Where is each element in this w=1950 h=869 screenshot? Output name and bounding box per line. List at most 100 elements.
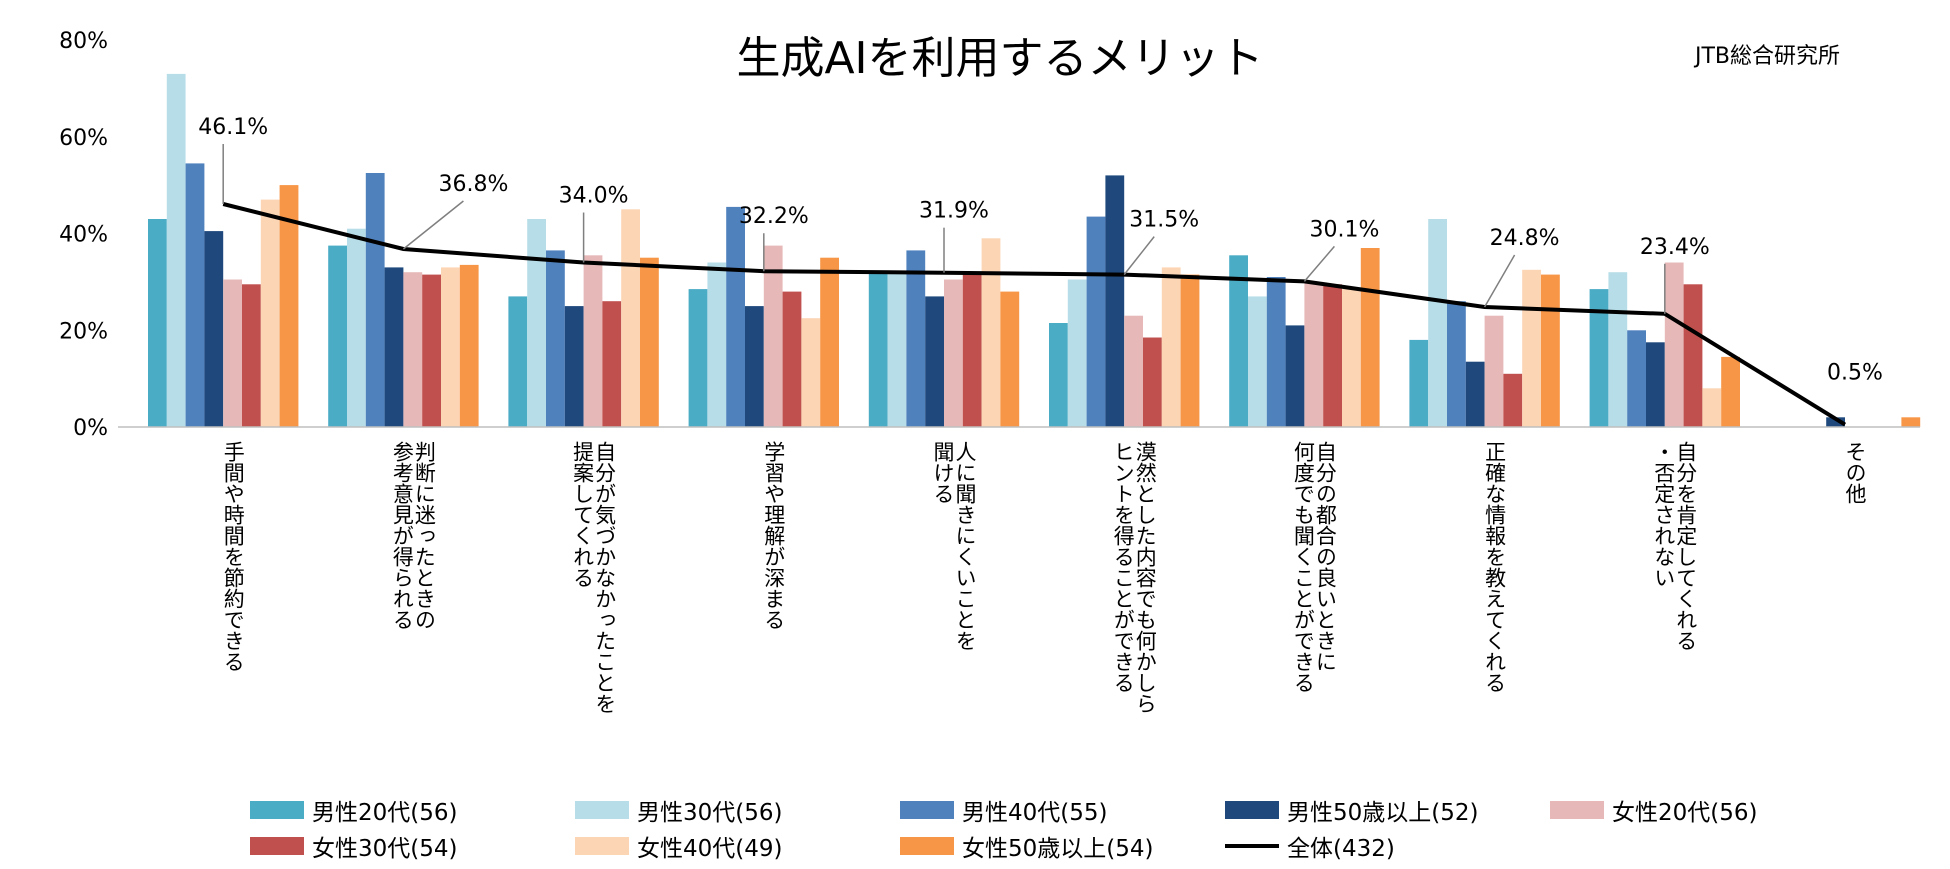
bar [906, 250, 926, 427]
category-label: 自分の都合の良いときに 何度でも聞くことができる [1291, 441, 1338, 693]
bar [1646, 342, 1665, 427]
category-label: 自分が気づかなかったことを 提案してくれる [570, 441, 617, 714]
legend-label: 全体(432) [1287, 836, 1395, 862]
legend-label: 女性20代(56) [1612, 800, 1758, 826]
legend-item: 男性30代(56) [575, 793, 782, 827]
legend-item: 女性30代(54) [250, 829, 457, 863]
bar [185, 163, 205, 427]
legend-item: 全体(432) [1225, 829, 1395, 863]
category-label: 漠然とした内容でも何かしら ヒントを得ることができる [1111, 441, 1158, 714]
bar [223, 279, 242, 427]
category-label: 正確な情報を教えてくれる [1482, 441, 1507, 693]
bar [527, 219, 546, 427]
bar [981, 238, 1001, 427]
bar [441, 267, 460, 427]
bar [707, 262, 727, 427]
bar [242, 284, 261, 427]
bar [546, 250, 565, 427]
bar [1105, 175, 1125, 427]
category-label: 人に聞きにくいことを 聞ける [931, 441, 977, 651]
bar [1503, 373, 1523, 427]
bar [1266, 277, 1286, 427]
bar [1608, 272, 1628, 427]
legend-line-swatch [1225, 844, 1279, 848]
bar [422, 274, 441, 427]
bar [944, 279, 963, 427]
data-label: 31.9% [919, 199, 989, 224]
legend-swatch [900, 801, 954, 819]
legend-swatch [900, 837, 954, 855]
bar [1721, 356, 1740, 427]
legend-swatch [250, 837, 304, 855]
legend-label: 男性20代(56) [312, 800, 458, 826]
bar [1248, 296, 1267, 427]
legend-swatch [575, 801, 629, 819]
chart-title: 生成AIを利用するメリット [736, 33, 1264, 84]
leader-line [1123, 236, 1155, 276]
bar [602, 301, 622, 427]
bar [868, 272, 888, 427]
bar [1323, 284, 1342, 427]
bar [1086, 216, 1106, 427]
bar [1627, 330, 1646, 428]
bar [1664, 262, 1684, 427]
data-label: 34.0% [559, 184, 629, 209]
chart-source: JTB総合研究所 [1694, 44, 1840, 69]
legend-label: 女性50歳以上(54) [962, 836, 1154, 862]
data-label: 0.5% [1827, 361, 1883, 386]
bar [1901, 417, 1921, 427]
bar [726, 206, 745, 427]
data-label: 30.1% [1309, 217, 1379, 242]
bar [962, 272, 982, 427]
bar [820, 257, 839, 427]
bar [925, 296, 944, 427]
bar [1409, 339, 1429, 427]
y-tick-label: 20% [59, 319, 108, 344]
total-line [222, 202, 1847, 427]
legend-item: 男性40代(55) [900, 793, 1107, 827]
legend-swatch [1225, 801, 1279, 819]
legend-item: 女性50歳以上(54) [900, 829, 1153, 863]
y-tick-label: 0% [73, 416, 108, 441]
legend-item: 男性50歳以上(52) [1225, 793, 1478, 827]
bar [564, 306, 584, 427]
bar [621, 209, 640, 427]
category-label: その他 [1843, 441, 1867, 504]
bar [1285, 325, 1305, 427]
data-label: 23.4% [1640, 235, 1710, 260]
bar [1124, 315, 1143, 427]
legend-label: 男性40代(55) [962, 800, 1108, 826]
leader-line [1303, 245, 1335, 282]
bar [384, 267, 404, 427]
legend-item: 女性20代(56) [1550, 793, 1757, 827]
y-tick-label: 80% [59, 29, 108, 54]
bar [1000, 291, 1020, 427]
category-label: 学習や理解が深まる [761, 441, 786, 630]
bar [1360, 248, 1380, 427]
category-label: 判断に迷ったときの 参考意見が得られる [390, 441, 437, 630]
bar [166, 73, 186, 428]
data-label: 24.8% [1490, 226, 1560, 251]
bar [1484, 315, 1504, 427]
category-label: 手間や時間を節約できる [221, 441, 246, 672]
bar [347, 228, 366, 427]
legend-label: 女性30代(54) [312, 836, 458, 862]
bar [260, 199, 280, 427]
bar [148, 219, 167, 427]
bar [328, 245, 347, 427]
bar [763, 245, 783, 427]
legend-label: 男性50歳以上(52) [1287, 800, 1479, 826]
y-tick-label: 40% [59, 223, 108, 248]
bar [1180, 274, 1200, 427]
bar [204, 231, 224, 427]
legend-swatch [250, 801, 304, 819]
bar [403, 272, 423, 427]
data-label: 46.1% [198, 115, 268, 140]
bar [1465, 361, 1485, 427]
bar [1049, 323, 1068, 427]
bar [365, 173, 385, 427]
legend-label: 女性40代(49) [637, 836, 783, 862]
bar [745, 306, 764, 427]
leader-line [1483, 254, 1516, 308]
